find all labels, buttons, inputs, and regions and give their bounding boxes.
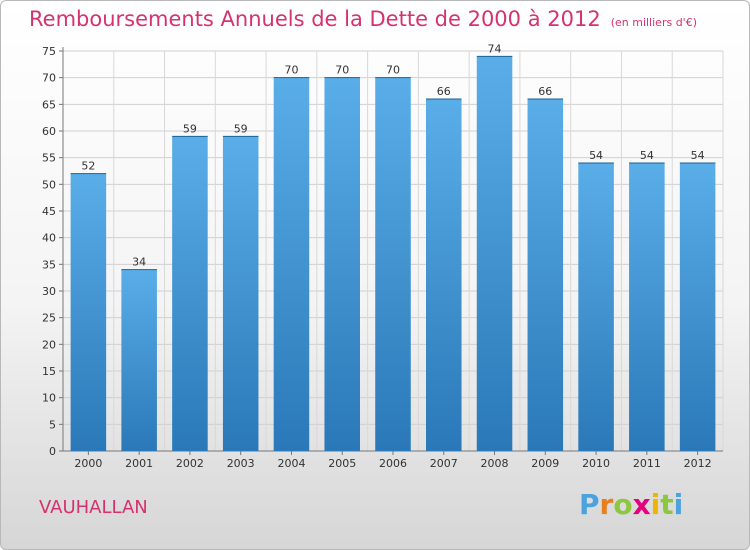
logo-letter: r (599, 488, 614, 521)
labels: 0 5 10 15 20 25 30 35 40 45 50 55 60 65 70 75 52 2000 34 20… (42, 42, 712, 470)
x-tick-label: 2006 (379, 457, 407, 470)
y-tick-label: 55 (42, 152, 56, 165)
bar-2007 (426, 99, 462, 451)
y-tick-label: 45 (42, 205, 56, 218)
bar-2008 (476, 56, 513, 451)
place-name: VAUHALLAN (39, 497, 148, 518)
logo-letter: x (632, 488, 651, 521)
y-tick-label: 15 (42, 365, 56, 378)
x-tick-label: 2008 (481, 457, 509, 470)
x-tick-label: 2003 (227, 457, 255, 470)
bar-value-label: 70 (386, 64, 400, 77)
bar-value-label: 74 (488, 42, 502, 55)
x-tick-label: 2007 (430, 457, 458, 470)
bar-value-label: 66 (538, 85, 552, 98)
logo-letter: i (650, 488, 661, 521)
bar-2003 (222, 136, 259, 452)
y-tick-label: 40 (42, 232, 56, 245)
y-tick-label: 75 (42, 45, 56, 58)
bar-2001 (121, 269, 157, 451)
y-tick-label: 50 (42, 178, 56, 191)
bar-2011 (629, 163, 665, 451)
bar-value-label: 70 (335, 64, 349, 77)
chart-title: Remboursements Annuels de la Dette de 20… (29, 7, 697, 31)
bar-value-label: 54 (640, 149, 654, 162)
y-tick-label: 65 (42, 98, 56, 111)
y-tick-label: 70 (42, 72, 56, 85)
y-tick-label: 30 (42, 285, 56, 298)
x-tick-label: 2005 (328, 457, 356, 470)
bar-2002 (172, 136, 208, 452)
bar-2006 (375, 77, 411, 452)
bar-value-label: 52 (81, 160, 95, 173)
bar-2009 (527, 99, 564, 451)
bar-value-label: 34 (132, 256, 146, 269)
bar-2010 (578, 163, 614, 451)
bar-2004 (273, 77, 310, 452)
bar-value-label: 70 (284, 64, 298, 77)
x-tick-label: 2012 (684, 457, 712, 470)
y-tick-label: 60 (42, 125, 56, 138)
bar-value-label: 59 (234, 122, 248, 135)
x-tick-label: 2004 (277, 457, 305, 470)
y-tick-label: 5 (49, 418, 56, 431)
chart-unit: (en milliers d'€) (610, 16, 697, 29)
bar-2000 (70, 173, 107, 451)
x-tick-label: 2011 (633, 457, 661, 470)
y-tick-label: 10 (42, 392, 56, 405)
logo-letter: P (579, 488, 600, 521)
bar-value-label: 54 (691, 149, 705, 162)
x-tick-label: 2000 (74, 457, 102, 470)
y-tick-label: 35 (42, 258, 56, 271)
x-tick-label: 2010 (582, 457, 610, 470)
bar-2005 (324, 77, 360, 452)
x-tick-label: 2002 (176, 457, 204, 470)
bar-value-label: 54 (589, 149, 603, 162)
bar-value-label: 59 (183, 122, 197, 135)
logo-letter: t (660, 488, 674, 521)
x-tick-label: 2009 (531, 457, 559, 470)
x-tick-label: 2001 (125, 457, 153, 470)
y-tick-label: 0 (49, 445, 56, 458)
y-tick-label: 20 (42, 338, 56, 351)
y-tick-label: 25 (42, 312, 56, 325)
bar-2012 (679, 163, 716, 451)
bar-value-label: 66 (437, 85, 451, 98)
bars (70, 55, 716, 452)
logo-letter: o (613, 488, 633, 521)
proxiti-logo: Proxiti (579, 488, 683, 521)
logo-letter: i (673, 488, 684, 521)
